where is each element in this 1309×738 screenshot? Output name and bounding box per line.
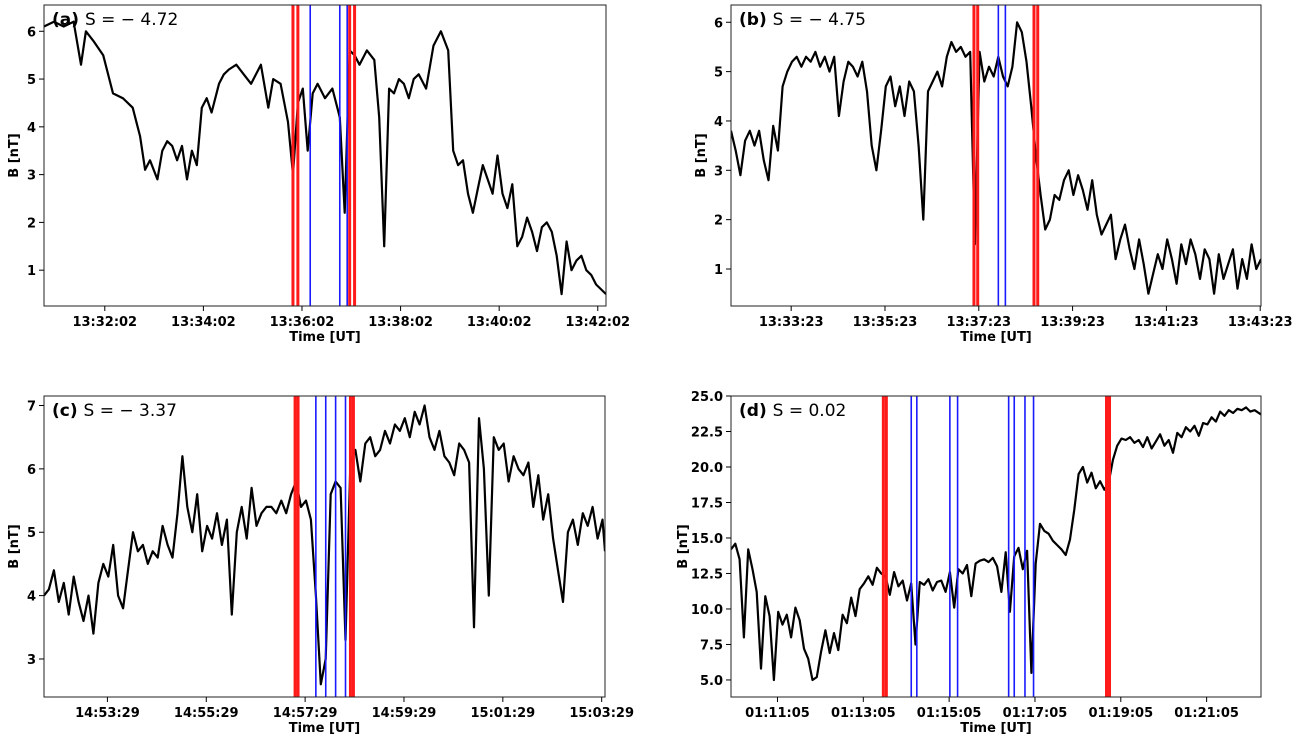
x-tick-label: 13:43:23 xyxy=(1228,315,1293,330)
series-line xyxy=(44,20,606,296)
y-tick-label: 6 xyxy=(27,463,36,478)
x-tick-label: 01:15:05 xyxy=(917,706,982,721)
plot-area xyxy=(731,5,1261,306)
x-tick-label: 14:59:29 xyxy=(372,706,437,721)
panel-title: (a) S = − 4.72 xyxy=(52,10,178,30)
x-tick-label: 13:36:02 xyxy=(270,315,335,330)
x-tick-label: 15:01:29 xyxy=(470,706,535,721)
plot-area xyxy=(44,5,606,306)
y-tick-label: 3 xyxy=(27,653,36,668)
x-tick-label: 01:19:05 xyxy=(1088,706,1153,721)
y-tick-label: 20.0 xyxy=(691,461,723,476)
plot-area xyxy=(44,396,605,697)
panel-a: 13:32:02 13:34:02 13:36:02 13:38:02 13:40:02… xyxy=(7,4,630,345)
panel-letter: (b) xyxy=(739,10,773,30)
x-tick-label: 01:17:05 xyxy=(1003,706,1068,721)
y-tick-label: 5 xyxy=(27,73,36,88)
y-tick-label: 6 xyxy=(714,16,723,31)
panel-title: (b) S = − 4.75 xyxy=(739,10,866,30)
x-tick-label: 13:35:23 xyxy=(853,315,918,330)
y-tick-label: 25.0 xyxy=(691,390,723,405)
x-tick-label: 14:57:29 xyxy=(273,706,338,721)
panel-letter: (a) xyxy=(52,10,85,30)
y-tick-label: 17.5 xyxy=(691,496,723,511)
x-tick-label: 13:32:02 xyxy=(72,315,137,330)
x-tick-label: 13:39:23 xyxy=(1040,315,1105,330)
panel-title: (c) S = − 3.37 xyxy=(52,401,177,421)
x-tick-label: 14:55:29 xyxy=(174,706,239,721)
x-tick-label: 13:34:02 xyxy=(171,315,236,330)
x-tick-label: 01:11:05 xyxy=(745,706,810,721)
y-tick-label: 5 xyxy=(27,526,36,541)
y-tick-label: 10.0 xyxy=(691,603,723,618)
x-axis-label: Time [UT] xyxy=(289,721,361,736)
x-axis-label: Time [UT] xyxy=(960,721,1032,736)
x-tick-label: 13:40:02 xyxy=(467,315,532,330)
plot-area xyxy=(731,396,1261,697)
panel-d: 01:11:05 01:13:05 01:15:05 01:17:05 01:19:05… xyxy=(676,390,1262,736)
y-axis-label: B [nT] xyxy=(7,133,22,177)
skewness-value: S = − 3.37 xyxy=(84,401,177,421)
x-axis-label: Time [UT] xyxy=(289,330,361,345)
series-line xyxy=(731,406,1261,682)
panel-title: (d) S = 0.02 xyxy=(739,401,846,421)
y-tick-label: 4 xyxy=(27,121,36,136)
x-tick-label: 13:38:02 xyxy=(368,315,433,330)
skewness-value: S = 0.02 xyxy=(773,401,847,421)
x-tick-label: 01:13:05 xyxy=(831,706,896,721)
x-tick-label: 13:42:02 xyxy=(565,315,630,330)
y-tick-label: 3 xyxy=(714,164,723,179)
y-tick-label: 5.0 xyxy=(700,674,723,689)
skewness-value: S = − 4.75 xyxy=(773,10,866,30)
panel-b: 13:33:23 13:35:23 13:37:23 13:39:23 13:41:23… xyxy=(694,4,1293,345)
panel-letter: (c) xyxy=(52,401,84,421)
x-tick-label: 14:53:29 xyxy=(75,706,140,721)
y-tick-label: 2 xyxy=(27,216,36,231)
panel-c: 14:53:29 14:55:29 14:57:29 14:59:29 15:01:29… xyxy=(7,395,634,736)
y-tick-label: 22.5 xyxy=(691,425,723,440)
y-tick-label: 7 xyxy=(27,400,36,415)
plot-frame xyxy=(730,4,1262,307)
plot-frame xyxy=(43,395,606,698)
y-tick-label: 4 xyxy=(714,115,723,130)
y-tick-label: 1 xyxy=(27,264,36,279)
y-axis-label: B [nT] xyxy=(7,524,22,568)
plot-frame xyxy=(730,395,1262,698)
y-tick-label: 4 xyxy=(27,590,36,605)
x-tick-label: 13:37:23 xyxy=(946,315,1011,330)
skewness-value: S = − 4.72 xyxy=(85,10,178,30)
x-axis-label: Time [UT] xyxy=(960,330,1032,345)
y-tick-label: 5 xyxy=(714,66,723,81)
y-tick-label: 1 xyxy=(714,263,723,278)
y-tick-label: 15.0 xyxy=(691,532,723,547)
panel-letter: (d) xyxy=(739,401,773,421)
y-axis-label: B [nT] xyxy=(694,133,709,177)
x-tick-label: 15:03:29 xyxy=(569,706,634,721)
plot-frame xyxy=(43,4,607,307)
y-tick-label: 12.5 xyxy=(691,567,723,582)
x-tick-label: 01:21:05 xyxy=(1174,706,1239,721)
series-line xyxy=(731,21,1261,295)
x-tick-label: 13:33:23 xyxy=(759,315,824,330)
y-tick-label: 6 xyxy=(27,25,36,40)
y-tick-label: 3 xyxy=(27,169,36,184)
x-tick-label: 13:41:23 xyxy=(1134,315,1199,330)
y-tick-label: 2 xyxy=(714,214,723,229)
y-axis-label: B [nT] xyxy=(676,524,691,568)
y-tick-label: 7.5 xyxy=(700,638,723,653)
